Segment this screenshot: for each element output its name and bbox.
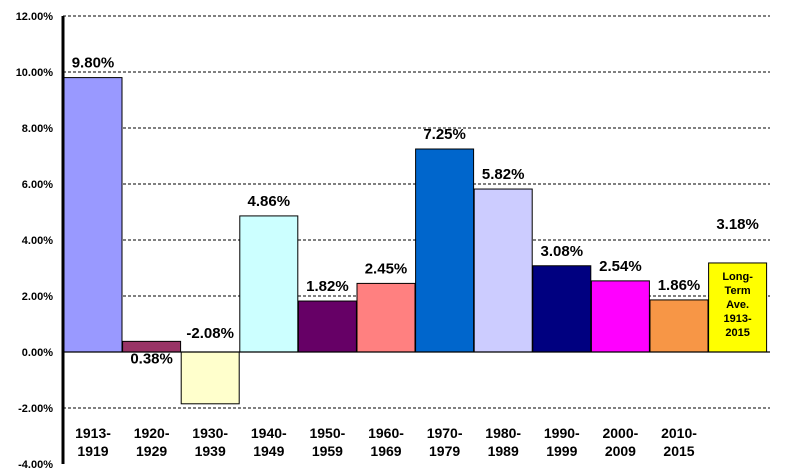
data-label: 7.25%: [423, 126, 466, 143]
bar: [649, 299, 709, 353]
x-tick-label: 2010-2015: [661, 425, 697, 459]
x-tick-label: 1970-1979: [427, 425, 463, 459]
y-tick-label: 2.00%: [22, 291, 53, 303]
x-tick-label: 1990-1999: [544, 425, 580, 459]
bar: [415, 148, 475, 353]
data-label: 5.82%: [482, 166, 525, 183]
y-tick-label: 6.00%: [22, 179, 53, 191]
y-tick-label: -4.00%: [18, 459, 53, 471]
y-axis-ticks: 12.00% 10.00% 8.00% 6.00% 4.00% 2.00% 0.00% -2.…: [16, 11, 54, 471]
y-tick-label: 8.00%: [22, 123, 53, 135]
bar: [532, 265, 592, 353]
data-label: -2.08%: [186, 325, 234, 342]
data-label: 2.54%: [599, 258, 642, 275]
long-term-average-label: Ave.: [726, 299, 749, 311]
y-tick-label: 4.00%: [22, 235, 53, 247]
bar: [180, 351, 240, 405]
data-label: 3.18%: [716, 216, 759, 233]
y-tick-label: 10.00%: [16, 67, 54, 79]
y-tick-label: 0.00%: [22, 347, 53, 359]
data-labels: 9.80% 0.38% -2.08% 4.86% 1.82% 2.45% 7.25% 5.82…: [72, 55, 759, 368]
bar: [473, 188, 533, 353]
bars: [63, 77, 768, 405]
grid: [63, 15, 770, 409]
data-label: 3.08%: [541, 243, 584, 260]
data-label: 9.80%: [72, 55, 115, 72]
x-tick-label: 1940-1949: [251, 425, 287, 459]
data-label: 0.38%: [130, 350, 173, 367]
data-label: 4.86%: [248, 193, 291, 210]
x-axis-ticks: 1913-1919 1920-1929 1930-1939 1940-1949 1950…: [75, 425, 697, 459]
data-label: 2.45%: [365, 260, 408, 277]
bar: [356, 282, 416, 353]
bar: [708, 262, 768, 353]
data-label: 1.82%: [306, 278, 349, 295]
x-tick-label: 1913-1919: [75, 425, 111, 459]
x-tick-label: 1980-1989: [485, 425, 521, 459]
long-term-average-label: Term: [725, 285, 751, 297]
data-label: 1.86%: [658, 277, 701, 294]
long-term-average-label: Long-: [722, 271, 753, 283]
bar: [239, 215, 299, 353]
long-term-average-label: 1913-: [724, 313, 752, 325]
axes: [61, 16, 770, 464]
y-tick-label: 12.00%: [16, 11, 54, 23]
bar: [63, 77, 123, 353]
x-tick-label: 1950-1959: [309, 425, 345, 459]
long-term-average-label: 2015: [725, 327, 749, 339]
y-tick-label: -2.00%: [18, 403, 53, 415]
x-tick-label: 1920-1929: [134, 425, 170, 459]
bar: [297, 300, 357, 353]
x-tick-label: 2000-2009: [602, 425, 638, 459]
x-tick-label: 1960-1969: [368, 425, 404, 459]
bar: [590, 280, 650, 353]
x-tick-label: 1930-1939: [192, 425, 228, 459]
